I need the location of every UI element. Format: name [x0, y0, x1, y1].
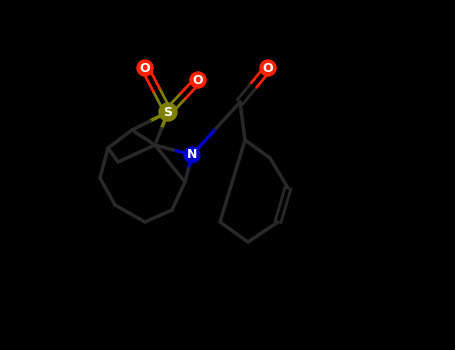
Circle shape: [190, 72, 206, 88]
Text: S: S: [163, 105, 172, 119]
Circle shape: [137, 60, 153, 76]
Circle shape: [260, 60, 276, 76]
Text: O: O: [140, 62, 150, 75]
Text: O: O: [263, 62, 273, 75]
Circle shape: [159, 103, 177, 121]
Text: N: N: [187, 148, 197, 161]
Text: O: O: [192, 74, 203, 86]
Circle shape: [184, 147, 200, 163]
